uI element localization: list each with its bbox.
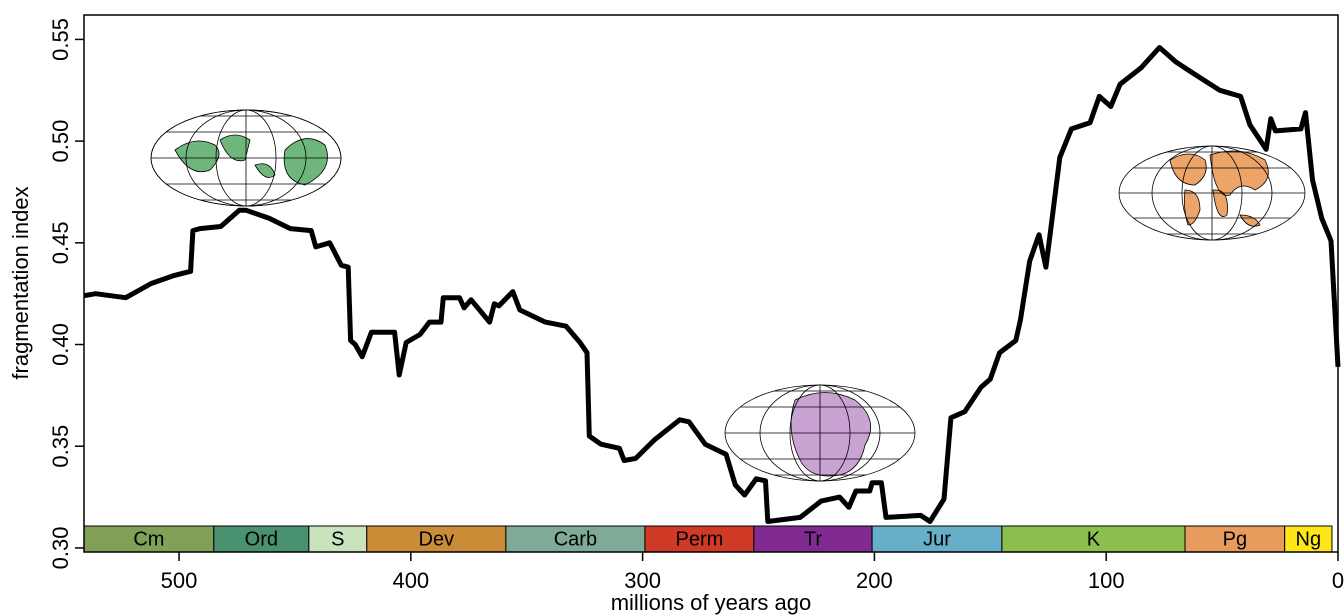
y-tick-label: 0.55	[48, 18, 73, 61]
x-tick-label: 100	[1088, 568, 1125, 593]
y-tick-label: 0.30	[48, 527, 73, 570]
period-label: Jur	[923, 528, 951, 550]
data-line	[83, 45, 1341, 524]
x-tick-label: 400	[392, 568, 429, 593]
x-tick-label: 0	[1332, 568, 1344, 593]
period-label: Tr	[804, 528, 822, 550]
period-label: Pg	[1223, 528, 1247, 550]
x-tick-label: 500	[161, 568, 198, 593]
period-box	[753, 525, 873, 553]
y-tick-label: 0.45	[48, 221, 73, 264]
period-label: Carb	[554, 528, 597, 550]
period-label: Ng	[1296, 528, 1322, 550]
y-tick-label: 0.50	[48, 120, 73, 163]
paleo-maps	[150, 109, 1306, 482]
period-label: Perm	[676, 528, 724, 550]
map-triassic	[724, 384, 916, 482]
x-tick-label: 200	[856, 568, 893, 593]
period-box	[366, 525, 507, 553]
period-box	[1184, 525, 1286, 553]
period-label: K	[1087, 528, 1101, 550]
period-label: Dev	[419, 528, 455, 550]
period-box	[644, 525, 755, 553]
y-axis-title: fragmentation index	[8, 186, 33, 379]
period-box	[1284, 525, 1333, 553]
period-label: S	[331, 528, 344, 550]
y-tick-label: 0.35	[48, 425, 73, 468]
y-tick-label: 0.40	[48, 323, 73, 366]
map-cenozoic	[1118, 145, 1306, 241]
period-box	[308, 525, 368, 553]
x-axis-title: millions of years ago	[611, 590, 812, 615]
period-label: Cm	[133, 528, 164, 550]
plot-frame	[83, 14, 1339, 553]
map-ordovician	[150, 109, 342, 207]
period-label: Ord	[245, 528, 278, 550]
period-box	[83, 525, 215, 553]
x-tick-label: 300	[624, 568, 661, 593]
period-box	[505, 525, 646, 553]
